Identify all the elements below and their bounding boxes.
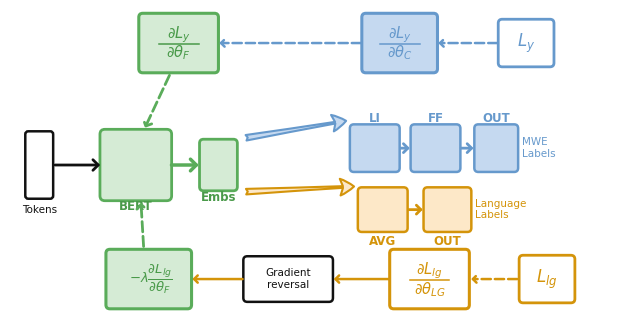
Text: Language
Labels: Language Labels (476, 199, 527, 220)
Text: $\partial\theta_C$: $\partial\theta_C$ (387, 44, 412, 62)
FancyBboxPatch shape (424, 187, 471, 232)
FancyBboxPatch shape (498, 19, 554, 67)
Text: FF: FF (428, 112, 444, 125)
Text: $\partial\theta_F$: $\partial\theta_F$ (166, 44, 191, 62)
Text: OUT: OUT (483, 112, 510, 125)
FancyBboxPatch shape (358, 187, 408, 232)
FancyBboxPatch shape (26, 131, 53, 199)
FancyBboxPatch shape (243, 256, 333, 302)
FancyBboxPatch shape (362, 13, 438, 73)
Text: $\partial L_{lg}$: $\partial L_{lg}$ (416, 261, 443, 281)
FancyBboxPatch shape (519, 255, 575, 303)
Text: OUT: OUT (433, 235, 461, 248)
FancyBboxPatch shape (100, 129, 172, 201)
FancyBboxPatch shape (474, 124, 518, 172)
FancyBboxPatch shape (411, 124, 460, 172)
FancyBboxPatch shape (139, 13, 218, 73)
Text: Gradient
reversal: Gradient reversal (266, 268, 311, 290)
Text: $\partial L_y$: $\partial L_y$ (388, 25, 412, 45)
FancyBboxPatch shape (200, 139, 237, 191)
Text: $\partial\theta_{LG}$: $\partial\theta_{LG}$ (413, 281, 445, 299)
Text: $\partial L_y$: $\partial L_y$ (166, 25, 191, 45)
FancyBboxPatch shape (106, 249, 191, 309)
Text: $L_{lg}$: $L_{lg}$ (536, 267, 557, 291)
Text: Tokens: Tokens (22, 205, 57, 215)
Text: $L_y$: $L_y$ (517, 31, 535, 55)
Text: BERT: BERT (119, 200, 153, 213)
FancyBboxPatch shape (350, 124, 399, 172)
Text: LI: LI (369, 112, 381, 125)
Text: Embs: Embs (201, 191, 236, 204)
Text: $-\lambda\dfrac{\partial L_{lg}}{\partial\theta_F}$: $-\lambda\dfrac{\partial L_{lg}}{\partia… (129, 262, 173, 296)
Text: AVG: AVG (369, 235, 396, 248)
Text: MWE
Labels: MWE Labels (522, 137, 556, 159)
FancyBboxPatch shape (390, 249, 469, 309)
